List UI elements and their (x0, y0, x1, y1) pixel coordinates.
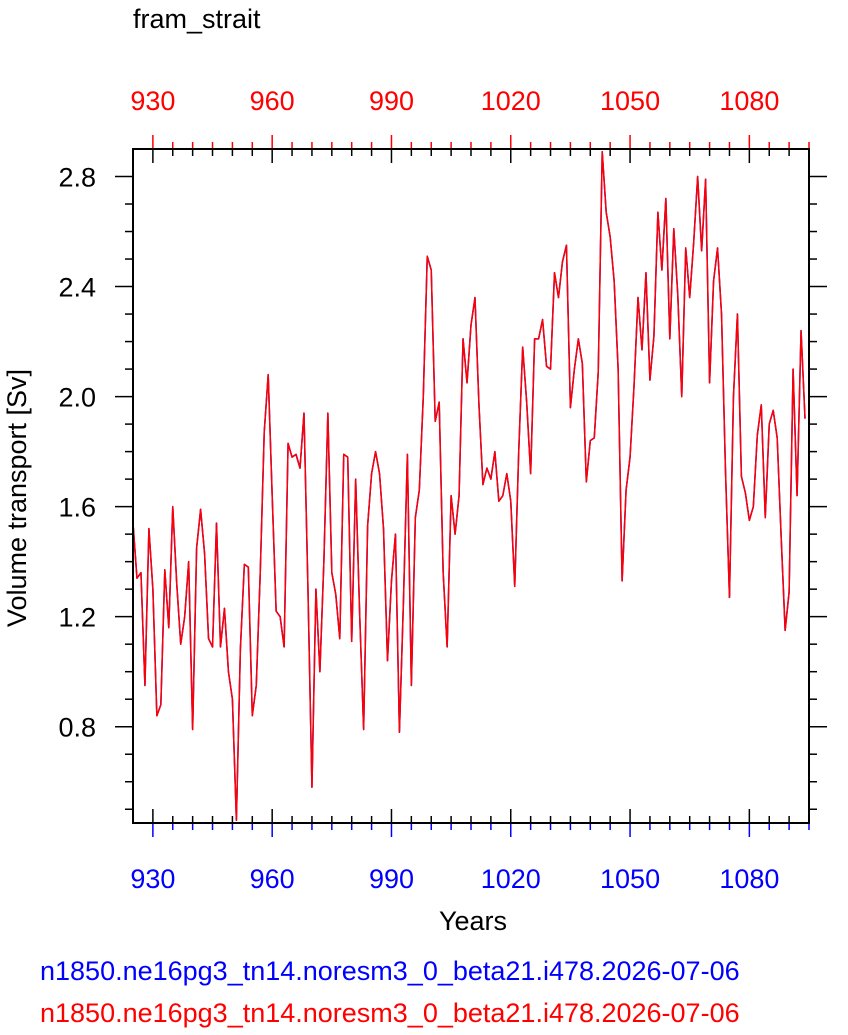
x-tick-label-top: 1020 (481, 86, 541, 116)
x-tick-label: 1020 (481, 864, 541, 894)
x-tick-label: 1050 (600, 864, 660, 894)
y-tick-label: 2.0 (58, 383, 96, 413)
x-tick-label: 1080 (719, 864, 779, 894)
x-tick-label-top: 960 (250, 86, 295, 116)
x-tick-label: 960 (250, 864, 295, 894)
legend-entry-red: n1850.ne16pg3_tn14.noresm3_0_beta21.i478… (40, 998, 740, 1028)
x-tick-label: 930 (130, 864, 175, 894)
series-line-1 (132, 151, 806, 821)
y-tick-label: 0.8 (58, 713, 96, 743)
plot-frame (132, 148, 810, 824)
y-tick-label: 2.4 (58, 273, 96, 303)
legend-entry-blue: n1850.ne16pg3_tn14.noresm3_0_beta21.i478… (40, 956, 740, 986)
y-axis-label: Volume transport [Sv] (2, 369, 32, 627)
tick-layer: 930 930 960 960 990 990 1020 1020 1050 1050 1080 10… (58, 86, 827, 894)
series-layer (132, 151, 806, 821)
x-tick-label-top: 1050 (600, 86, 660, 116)
chart-title: fram_strait (133, 4, 261, 34)
x-axis-label: Years (439, 906, 507, 936)
x-tick-label-top: 1080 (719, 86, 779, 116)
y-tick-label: 1.6 (58, 493, 96, 523)
x-tick-label-top: 930 (130, 86, 175, 116)
y-tick-label: 2.8 (58, 163, 96, 193)
x-tick-label-top: 990 (369, 86, 414, 116)
y-tick-label: 1.2 (58, 603, 96, 633)
x-tick-label: 990 (369, 864, 414, 894)
